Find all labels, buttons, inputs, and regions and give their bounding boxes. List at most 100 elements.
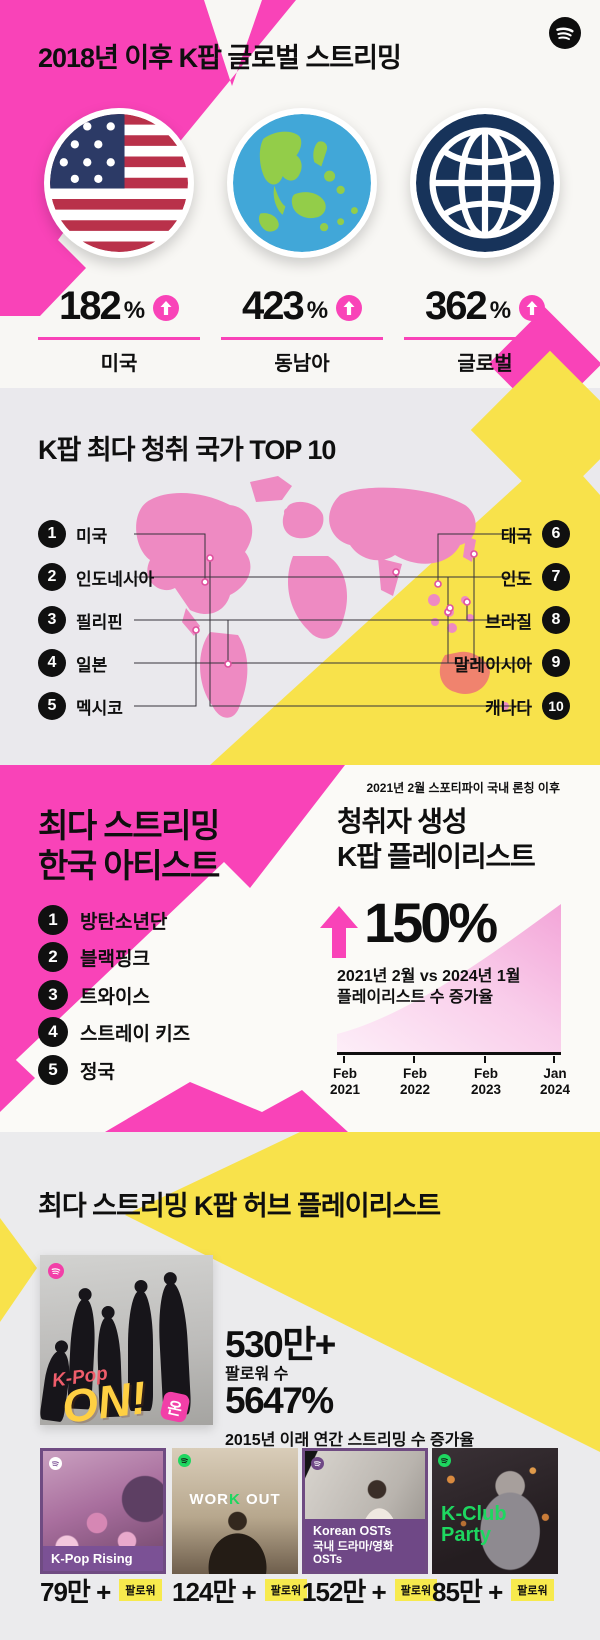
- artist-name: 정국: [80, 1061, 115, 1083]
- x-tick-label: Feb 2021: [329, 1066, 361, 1097]
- follower-count: 85만 +: [432, 1576, 503, 1607]
- rank-badge: 1: [38, 520, 66, 548]
- spotify-mini-icon: [311, 1457, 324, 1470]
- stat-underline: [404, 337, 566, 340]
- chart-tick: [343, 1056, 345, 1063]
- follower-count: 79만 +: [40, 1576, 111, 1607]
- artist-row-twice: 3 트와이스: [38, 980, 150, 1010]
- cover-title-workout: WORK OUT: [189, 1490, 281, 1508]
- follower-badge: 팔로워: [119, 1579, 162, 1601]
- rank-badge: 2: [38, 563, 66, 591]
- artist-name: 트와이스: [80, 986, 150, 1008]
- playlist-growth-title-line1: 청취자 생성: [337, 806, 468, 837]
- rank-badge: 10: [542, 692, 570, 720]
- country-row-philippines: 3 필리핀: [38, 606, 123, 634]
- follower-badge: 팔로워: [511, 1579, 554, 1601]
- cover-title-band: Korean OSTs 국내 드라마/영화 OSTs: [305, 1519, 425, 1571]
- stat-label: 미국: [100, 353, 138, 375]
- cover-title-kclub: K-Club Party: [441, 1503, 507, 1546]
- rank-badge: 7: [542, 563, 570, 591]
- growth-caption: 2021년 2월 vs 2024년 1월 플레이리스트 수 증가율: [337, 966, 577, 1008]
- artist-row-straykids: 4 스트레이 키즈: [38, 1017, 190, 1047]
- followers-work-out: 124만 + 팔로워: [172, 1574, 308, 1607]
- stat-value: 362: [424, 284, 488, 328]
- hero-followers: 530만+: [225, 1324, 336, 1365]
- country-row-brazil: 브라질 8: [485, 606, 570, 634]
- country-row-canada: 캐나다 10: [485, 692, 570, 720]
- playlist-cover-kpop-on[interactable]: K-Pop ON! 온: [40, 1255, 213, 1425]
- country-row-japan: 4 일본: [38, 649, 107, 677]
- rank-badge: 2: [38, 942, 68, 972]
- hero-followers-label: 팔로워 수: [225, 1366, 289, 1383]
- cover-subtitle: 국내 드라마/영화 OSTs: [313, 1541, 394, 1566]
- cover-title-band: K-Pop Rising: [43, 1546, 163, 1571]
- growth-up-arrow-icon: [320, 906, 358, 958]
- globe-icon: [410, 108, 560, 258]
- country-row-thailand: 태국 6: [501, 520, 570, 548]
- country-name: 태국: [500, 526, 532, 546]
- follower-badge: 팔로워: [394, 1579, 438, 1601]
- rank-badge: 5: [38, 692, 66, 720]
- spotify-mini-icon: [438, 1454, 451, 1467]
- followers-korean-osts: 152만 + 팔로워: [302, 1574, 438, 1607]
- stat-percent: %: [489, 296, 512, 324]
- up-arrow-icon: [336, 294, 363, 321]
- stat-label: 글로벌: [457, 353, 513, 375]
- country-name: 일본: [76, 655, 108, 675]
- cover-photo: [432, 1448, 558, 1574]
- top-artists-title: 최다 스트리밍 한국 아티스트: [38, 806, 318, 887]
- rank-badge: 1: [38, 905, 68, 935]
- followers-k-club-party: 85만 + 팔로워: [432, 1574, 554, 1607]
- followers-kpop-rising: 79만 + 팔로워: [40, 1574, 162, 1607]
- country-name: 말레이시아: [453, 655, 532, 675]
- country-name: 미국: [76, 526, 108, 546]
- top-countries-title: K팝 최다 청취 국가 TOP 10: [38, 435, 336, 465]
- page-title: 2018년 이후 K팝 글로벌 스트리밍: [38, 43, 402, 73]
- playlist-cover-korean-osts[interactable]: Korean OSTs 국내 드라마/영화 OSTs: [302, 1448, 428, 1574]
- rank-badge: 4: [38, 1017, 68, 1047]
- artist-name: 방탄소년단: [80, 911, 168, 933]
- hero-art-title-on: ON!: [59, 1371, 150, 1425]
- rank-badge: 9: [542, 649, 570, 677]
- playlist-growth-title-line2: K팝 플레이리스트: [337, 841, 536, 872]
- hub-playlists-title: 최다 스트리밍 K팝 허브 플레이리스트: [38, 1191, 441, 1221]
- rank-badge: 5: [38, 1055, 68, 1085]
- southeast-asia-map-icon: [227, 108, 377, 258]
- playlist-growth-title: 청취자 생성 K팝 플레이리스트: [337, 804, 587, 874]
- playlist-cover-k-club-party[interactable]: K-Club Party: [432, 1448, 558, 1574]
- growth-caption-line2: 플레이리스트 수 증가율: [337, 989, 494, 1007]
- playlist-cover-work-out[interactable]: WORK OUT: [172, 1448, 298, 1574]
- spotify-mini-icon: [49, 1457, 62, 1470]
- artist-name: 스트레이 키즈: [80, 1023, 191, 1045]
- top-artists-title-line2: 한국 아티스트: [38, 847, 220, 885]
- follower-badge: 팔로워: [264, 1579, 308, 1601]
- rank-badge: 3: [38, 606, 66, 634]
- rank-badge: 4: [38, 649, 66, 677]
- stat-us: 182 % 미국: [36, 108, 202, 376]
- artist-name: 블랙핑크: [80, 948, 150, 970]
- country-name: 인도네시아: [76, 569, 155, 589]
- chart-x-axis: [337, 1052, 561, 1055]
- x-tick-label: Feb 2023: [470, 1066, 502, 1097]
- country-name: 멕시코: [76, 698, 123, 718]
- hero-streams-growth-label: 2015년 이래 연간 스트리밍 수 증가율: [225, 1432, 475, 1449]
- x-tick-label: Feb 2022: [399, 1066, 431, 1097]
- cover-title: Korean OSTs: [313, 1524, 392, 1538]
- up-arrow-icon: [153, 294, 180, 321]
- us-flag-icon: [44, 108, 194, 258]
- playlist-cover-kpop-rising[interactable]: K-Pop Rising: [40, 1448, 166, 1574]
- growth-area-chart: [337, 904, 561, 1054]
- country-name: 필리핀: [76, 612, 123, 632]
- cover-photo: [172, 1448, 298, 1574]
- up-arrow-icon: [519, 294, 546, 321]
- stat-percent: %: [123, 296, 146, 324]
- stat-value: 182: [58, 284, 122, 328]
- rank-badge: 3: [38, 980, 68, 1010]
- spotify-logo-icon[interactable]: [549, 17, 581, 49]
- follower-count: 124만 +: [172, 1576, 257, 1607]
- stat-underline: [221, 337, 383, 340]
- country-row-india: 인도 7: [501, 563, 570, 591]
- x-tick-label: Jan 2024: [539, 1066, 571, 1097]
- stat-label: 동남아: [274, 353, 330, 375]
